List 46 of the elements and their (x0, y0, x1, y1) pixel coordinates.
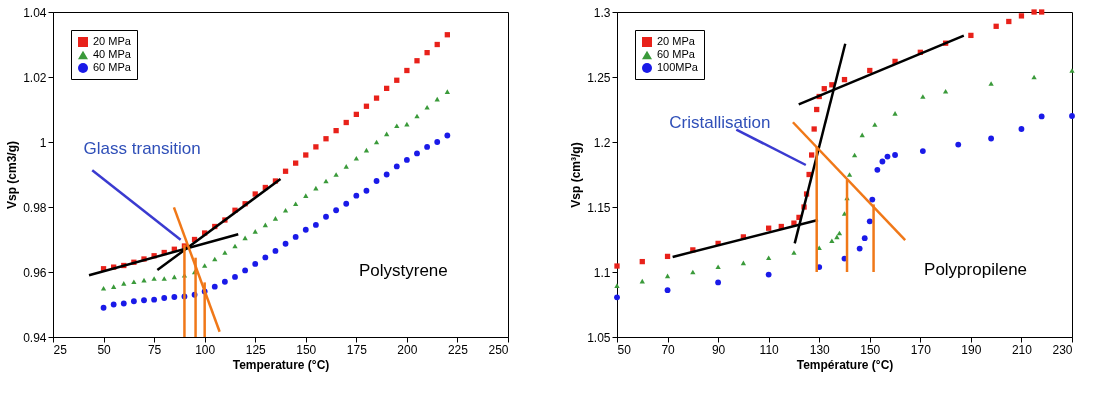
legend-label: 20 MPa (657, 35, 696, 47)
x-tick-label: 225 (447, 342, 469, 357)
x-axis-title: Temperature (°C) (232, 357, 330, 372)
x-tick-label: 70 (661, 342, 676, 357)
x-tick-label: 125 (245, 342, 267, 357)
x-tick-label: 175 (346, 342, 368, 357)
legend-label: 20 MPa (93, 35, 132, 47)
legend-label: 60 MPa (657, 48, 696, 60)
annotation: Polypropilene (924, 260, 1028, 280)
y-tick-label: 0.96 (23, 265, 47, 280)
y-tick-label: 1.15 (587, 200, 611, 215)
y-tick-label: 1.25 (587, 70, 611, 85)
x-tick-label: 200 (397, 342, 418, 357)
annotation: Polystyrene (358, 260, 448, 280)
x-tick-label: 50 (617, 342, 632, 357)
y-tick-label: 1.05 (587, 330, 611, 345)
x-tick-label: 75 (147, 342, 162, 357)
y-axis-title: Vsp (cm³/g) (569, 142, 584, 208)
x-tick-label: 50 (97, 342, 112, 357)
y-tick-label: 1.04 (23, 5, 47, 20)
y-tick-label: 1.02 (23, 70, 47, 85)
y-tick-label: 1 (39, 135, 47, 150)
annotation: Glass transition (83, 138, 201, 158)
x-tick-label: 110 (759, 342, 780, 357)
legend-label: 40 MPa (93, 48, 132, 60)
x-tick-label: 25 (53, 342, 68, 357)
x-tick-label: 190 (961, 342, 982, 357)
x-tick-label: 210 (1011, 342, 1033, 357)
annotation: Cristallisation (669, 113, 771, 133)
x-tick-label: 100 (195, 342, 216, 357)
y-tick-label: 0.98 (23, 200, 47, 215)
x-tick-label: 150 (296, 342, 317, 357)
x-axis-title: Température (°C) (796, 357, 894, 372)
y-tick-label: 1.1 (593, 265, 611, 280)
legend-label: 60 MPa (93, 61, 132, 73)
x-tick-label: 130 (809, 342, 831, 357)
x-tick-label: 230 (1052, 342, 1073, 357)
y-tick-label: 1.3 (593, 5, 611, 20)
y-axis-title: Vsp (cm3/g) (5, 140, 20, 210)
legend-label: 100MPa (657, 61, 699, 73)
x-tick-label: 170 (910, 342, 932, 357)
x-tick-label: 90 (711, 342, 726, 357)
y-tick-label: 0.94 (23, 330, 47, 345)
x-tick-label: 150 (860, 342, 881, 357)
x-tick-label: 250 (488, 342, 509, 357)
y-tick-label: 1.2 (593, 135, 611, 150)
